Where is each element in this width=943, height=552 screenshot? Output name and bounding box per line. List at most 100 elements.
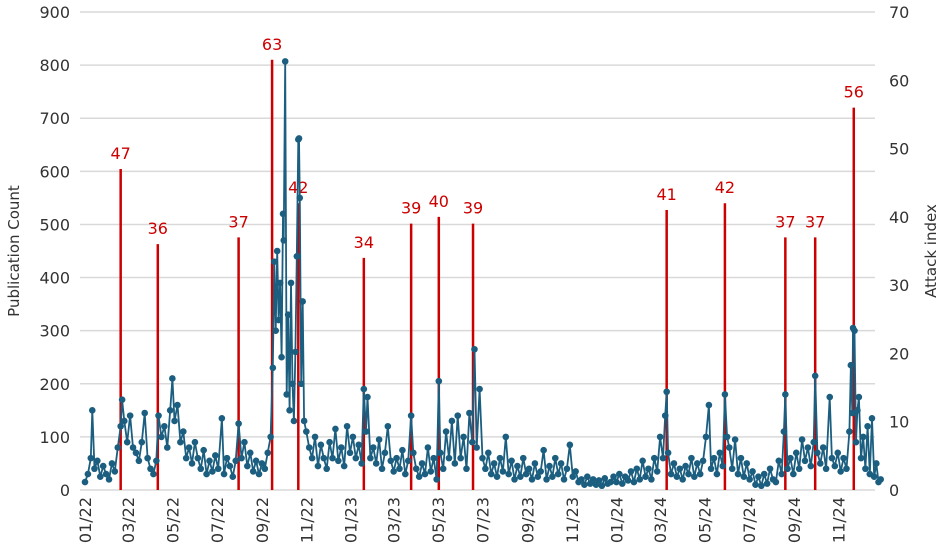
publication-point [560, 476, 568, 483]
publication-point [410, 449, 417, 457]
attack-label: 56 [844, 83, 864, 102]
publication-point [329, 454, 336, 462]
publication-point [194, 454, 202, 462]
publication-point [656, 433, 664, 441]
publication-point [699, 457, 707, 465]
x-tick-label: 03/23 [385, 497, 404, 543]
publication-point [273, 247, 281, 255]
publication-point [691, 473, 698, 481]
publication-point [346, 449, 354, 457]
publication-point [782, 391, 789, 398]
publication-point [197, 465, 205, 473]
publication-point [847, 361, 855, 369]
publication-point [404, 457, 412, 465]
publication-point [616, 470, 623, 478]
publication-point [780, 428, 788, 435]
publication-point [323, 465, 330, 473]
publication-point [296, 194, 304, 202]
publication-point [214, 465, 222, 473]
publication-point [670, 460, 678, 467]
publication-point [787, 454, 794, 462]
publication-point [84, 470, 92, 478]
publication-point [102, 470, 110, 478]
publication-point [673, 473, 681, 481]
publication-point [468, 438, 476, 446]
publication-point [272, 327, 280, 334]
publication-point [508, 457, 515, 465]
publication-point [854, 407, 861, 414]
publication-point [229, 473, 237, 481]
publication-point [191, 438, 199, 446]
publication-point [81, 478, 89, 486]
publication-point [252, 457, 260, 465]
publication-point [360, 385, 368, 393]
publication-point [91, 465, 98, 473]
publication-point [476, 385, 483, 393]
publication-point [378, 465, 386, 473]
publication-point [546, 462, 553, 470]
publication-point [624, 477, 632, 484]
publication-point [554, 470, 562, 478]
publication-point [153, 457, 160, 465]
publication-point [633, 465, 641, 473]
publication-point [716, 449, 724, 457]
publication-point [161, 422, 168, 430]
y-tick-label: 0 [60, 481, 70, 500]
y2-tick-label: 60 [889, 71, 909, 90]
publication-point [525, 465, 533, 473]
publication-point [126, 412, 134, 419]
x-tick-label: 09/23 [519, 497, 538, 543]
publication-point [792, 449, 800, 457]
x-tick-label: 07/22 [208, 497, 227, 543]
publication-point [627, 468, 635, 475]
publication-point [99, 462, 107, 470]
attack-label: 47 [110, 144, 130, 163]
publication-point [734, 470, 742, 478]
attack-label: 37 [228, 212, 248, 231]
publication-point [537, 468, 545, 475]
publication-point [493, 473, 501, 481]
publication-point [364, 393, 371, 401]
publication-point [169, 375, 176, 382]
publication-point [728, 465, 736, 473]
publication-point [381, 449, 389, 457]
publication-point [873, 460, 880, 467]
attack-label: 39 [463, 199, 483, 218]
publication-point [238, 454, 245, 462]
publication-point [482, 465, 489, 473]
publication-point [439, 465, 447, 473]
publication-point [390, 468, 397, 475]
publication-point [129, 444, 137, 451]
publication-point [150, 470, 157, 478]
x-tick-label: 09/24 [785, 497, 804, 543]
publication-point [502, 433, 510, 441]
publication-point [740, 473, 748, 481]
x-tick-label: 03/22 [119, 497, 138, 543]
publication-point [111, 468, 119, 475]
publication-point [737, 454, 745, 462]
publication-point [702, 433, 710, 441]
publication-point [636, 476, 644, 483]
publication-point [849, 409, 856, 417]
y-tick-label: 600 [39, 162, 70, 181]
publication-point [790, 470, 797, 478]
publication-point [226, 462, 234, 470]
publication-point [235, 420, 242, 427]
publication-point [811, 372, 819, 380]
publication-point [743, 460, 751, 467]
publication-point [295, 135, 303, 142]
publication-point [332, 425, 339, 433]
publication-point [297, 380, 305, 388]
publication-point [466, 409, 473, 417]
attack-label: 63 [262, 35, 282, 54]
publication-point [613, 478, 620, 486]
publication-point [188, 460, 196, 467]
publication-point [372, 460, 380, 467]
publication-point [859, 433, 867, 441]
publication-point [241, 438, 248, 446]
x-tick-label: 11/22 [297, 497, 316, 543]
publication-point [105, 476, 113, 483]
publication-point [543, 476, 550, 483]
publication-point [831, 462, 839, 470]
publication-point [88, 407, 96, 414]
